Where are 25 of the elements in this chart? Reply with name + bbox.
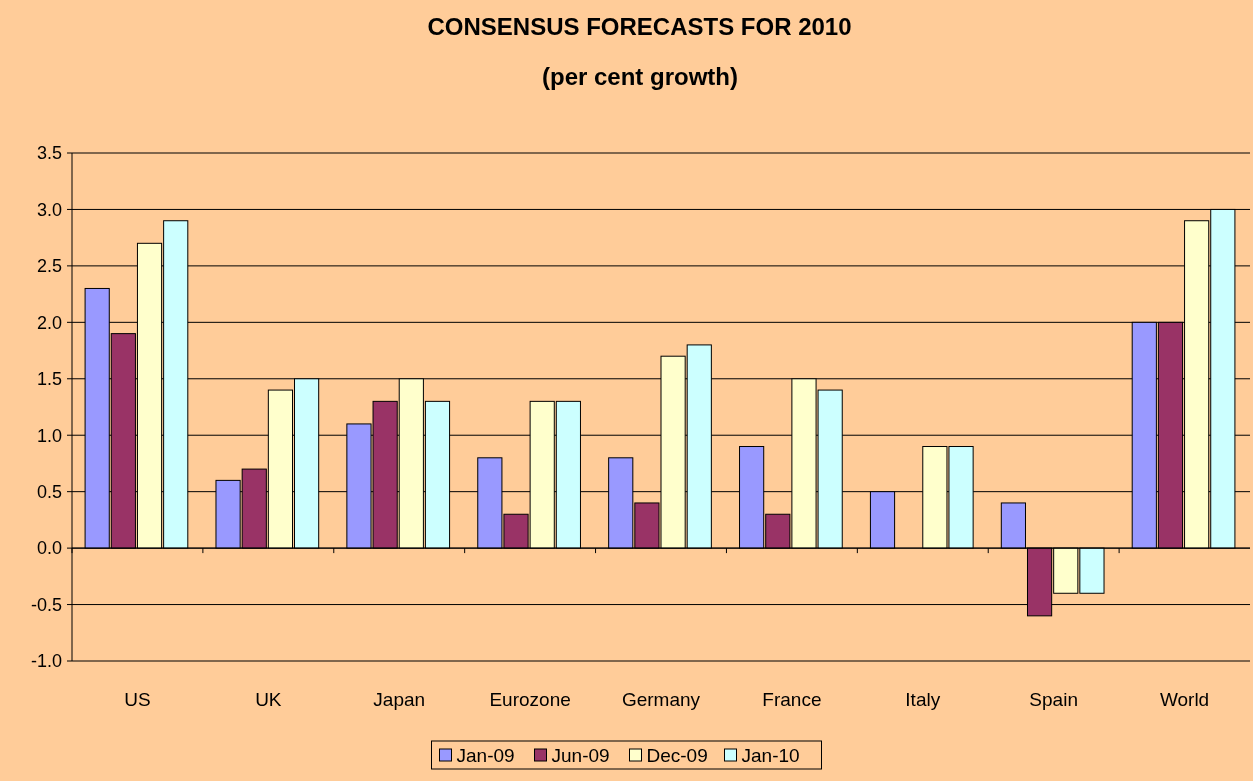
y-tick-label: 3.0 [36, 199, 62, 220]
x-tick-label: Italy [905, 689, 941, 710]
x-tick-label: US [124, 689, 151, 710]
x-tick-label: Germany [621, 689, 701, 710]
legend-label: Jan-10 [741, 744, 800, 766]
chart-subtitle: (per cent growth) [542, 63, 738, 90]
legend-label: Jan-09 [456, 744, 515, 766]
y-tick-label: 0.5 [36, 481, 62, 502]
y-tick-label: 1.0 [36, 425, 62, 446]
x-tick-label: World [1159, 689, 1210, 710]
x-tick-label: France [762, 689, 822, 710]
y-tick-label: 0.0 [36, 538, 62, 559]
x-tick-label: Eurozone [489, 689, 571, 710]
y-tick-label: 3.5 [36, 143, 62, 164]
legend-label: Jun-09 [551, 744, 610, 766]
y-tick-label: 2.5 [36, 256, 62, 277]
x-tick-label: Spain [1029, 689, 1078, 710]
y-tick-label: -0.5 [30, 594, 62, 615]
chart-title: CONSENSUS FORECASTS FOR 2010 [427, 13, 852, 40]
y-tick-label: 1.5 [36, 369, 62, 390]
y-tick-label: 2.0 [36, 312, 62, 333]
legend-label: Dec-09 [646, 744, 708, 766]
x-tick-label: UK [255, 689, 282, 710]
x-tick-label: Japan [373, 689, 426, 710]
y-tick-label: -1.0 [30, 651, 62, 672]
